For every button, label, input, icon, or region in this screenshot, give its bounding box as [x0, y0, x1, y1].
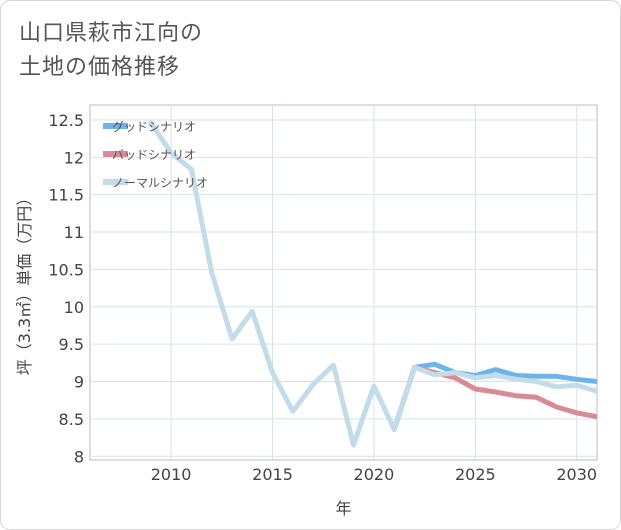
y-tick-label: 8.5: [59, 410, 84, 429]
legend-label: バッドシナリオ: [112, 148, 196, 162]
y-tick-label: 9.5: [59, 335, 84, 354]
series-line-1: [391, 361, 597, 432]
y-tick-label: 10.5: [48, 260, 84, 279]
y-tick-label: 9: [74, 373, 84, 392]
series-line-3: [148, 120, 597, 448]
x-tick-label: 2010: [151, 465, 192, 484]
x-tick-label: 2030: [556, 465, 597, 484]
y-tick-label: 8: [74, 447, 84, 466]
y-tick-label: 12.5: [48, 111, 84, 130]
x-tick-label: 2015: [252, 465, 293, 484]
y-axis-title: 坪（3.3㎡）単価（万円）: [15, 190, 34, 375]
y-axis-ticks: 8 8.5 9 9.5 10 10.5 11 11.5 12 12.5: [48, 111, 84, 466]
chart-title-line-2: 土地の価格推移: [19, 55, 181, 80]
chart-title-line-1: 山口県萩市江向の: [19, 21, 204, 46]
series-layer: [148, 120, 597, 448]
y-tick-label: 11: [64, 223, 84, 242]
x-axis-ticks: 2010 2015 2020 2025 2030: [151, 465, 597, 484]
y-tick-label: 11.5: [48, 186, 84, 205]
x-tick-label: 2020: [354, 465, 395, 484]
legend-label: ノーマルシナリオ: [112, 176, 208, 190]
y-tick-label: 10: [64, 298, 84, 317]
x-tick-label: 2025: [455, 465, 496, 484]
legend-label: グッドシナリオ: [112, 120, 196, 134]
chart-title: 山口県萩市江向の 土地の価格推移: [19, 17, 203, 85]
x-axis-title: 年: [335, 499, 351, 518]
y-tick-label: 12: [64, 148, 84, 167]
